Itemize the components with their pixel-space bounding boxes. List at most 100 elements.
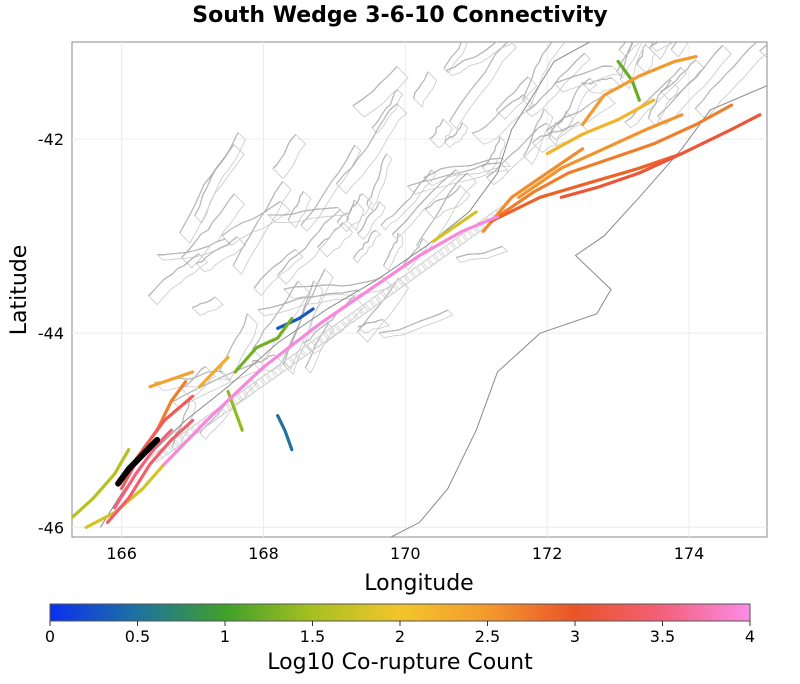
fault-patch xyxy=(353,229,382,264)
fault-trace xyxy=(650,42,660,47)
alpine-patch xyxy=(295,345,312,360)
fault-patch xyxy=(352,65,409,118)
fault-patch xyxy=(171,397,197,454)
fault-patch xyxy=(428,118,453,149)
fault-patch xyxy=(257,289,365,317)
fault-network xyxy=(147,42,767,463)
fault-patch xyxy=(522,42,567,108)
alpine-patch xyxy=(272,361,288,377)
corupture-traces xyxy=(72,54,762,529)
colorbar-ticks: 0 0.5 1 1.5 2 2.5 3 3.5 4 xyxy=(45,621,755,646)
fault-patch xyxy=(194,131,246,224)
x-tick-label: 174 xyxy=(674,544,705,563)
alpine-patch xyxy=(324,324,340,340)
fault-patch xyxy=(272,133,307,179)
fault-patch xyxy=(156,238,231,261)
colorbar-tick-label: 0 xyxy=(45,627,55,646)
alpine-patch xyxy=(232,390,248,406)
fault-patch xyxy=(357,319,390,334)
fault-patch xyxy=(147,253,208,306)
chart-title: South Wedge 3-6-10 Connectivity xyxy=(192,3,607,28)
fault-patch xyxy=(336,193,374,233)
fault-patch xyxy=(221,200,291,246)
fault-patch xyxy=(402,237,429,271)
alpine-patch xyxy=(168,435,185,451)
corupture-trace-fiordland-sw-b xyxy=(84,462,166,529)
alpine-patch xyxy=(278,357,294,373)
alpine-patch xyxy=(249,377,265,393)
alpine-patch xyxy=(335,316,352,332)
fault-patch xyxy=(283,280,324,376)
fault-patch xyxy=(383,232,404,272)
fault-patch xyxy=(181,193,245,269)
fault-patch xyxy=(378,309,454,339)
fault-patch xyxy=(180,366,217,399)
fault-patch xyxy=(485,122,555,186)
colorbar-tick-label: 3.5 xyxy=(650,627,675,646)
fault-patch xyxy=(445,42,514,77)
alpine-patch xyxy=(393,275,410,290)
plot-area xyxy=(71,41,768,538)
fault-patch xyxy=(179,143,245,244)
fault-patch xyxy=(287,190,312,229)
alpine-patch xyxy=(439,242,456,258)
fault-patch xyxy=(616,42,643,79)
corupture-trace-awatere xyxy=(545,98,656,156)
alpine-patch xyxy=(370,291,387,307)
x-tick-label: 168 xyxy=(248,544,279,563)
fault-patch xyxy=(172,361,267,409)
corupture-trace-hope-a xyxy=(495,103,734,219)
alpine-patch xyxy=(318,328,335,344)
corupture-trace-offshore-mid xyxy=(233,317,294,374)
alpine-patch xyxy=(433,246,450,262)
fault-patch xyxy=(525,52,591,118)
alpine-patch xyxy=(428,250,444,266)
alpine-patch xyxy=(358,299,375,315)
fault-patch xyxy=(649,42,672,60)
alpine-patch xyxy=(382,283,398,299)
fault-patch xyxy=(656,44,732,126)
colorbar-tick-label: 1 xyxy=(220,627,230,646)
fault-patch xyxy=(624,66,687,129)
y-tick-label: -46 xyxy=(38,518,64,537)
fault-patch xyxy=(335,103,408,195)
fault-patch xyxy=(267,207,347,223)
fault-patch xyxy=(443,42,468,74)
corupture-trace-hope-b xyxy=(488,152,684,224)
alpine-patch xyxy=(353,303,369,319)
fault-patch xyxy=(391,169,462,240)
colorbar xyxy=(49,603,751,622)
fault-patch xyxy=(619,42,647,90)
fault-patch xyxy=(380,169,437,231)
corupture-trace-hikurangi-link xyxy=(559,113,762,199)
fault-patch xyxy=(523,108,554,165)
fault-patch xyxy=(199,377,257,440)
alpine-patch xyxy=(399,271,415,286)
corupture-trace-wairau xyxy=(580,54,698,127)
corupture-trace-alpine-north xyxy=(481,147,585,233)
corupture-trace-offshore-north xyxy=(276,307,315,330)
fault-patch xyxy=(424,184,471,220)
y-tick-label: -44 xyxy=(38,324,64,343)
alpine-patch xyxy=(301,340,317,356)
fault-patch xyxy=(650,42,675,52)
corupture-trace-puysegur-s xyxy=(432,210,478,243)
x-tick-label: 170 xyxy=(390,544,421,563)
fault-patch xyxy=(251,280,310,361)
fault-patch xyxy=(195,236,247,273)
fault-patch xyxy=(356,200,386,240)
fault-patch xyxy=(346,199,365,232)
alpine-patch xyxy=(451,234,467,249)
y-axis-label: Latitude xyxy=(7,245,32,336)
fault-patch xyxy=(648,79,680,128)
alpine-patch xyxy=(330,320,346,336)
x-tick-label: 166 xyxy=(106,544,137,563)
fault-patch xyxy=(455,245,508,263)
fault-patch xyxy=(694,42,767,120)
colorbar-tick-label: 3 xyxy=(570,627,580,646)
x-axis-ticks: 166 168 170 172 174 xyxy=(106,544,704,563)
fault-patch xyxy=(406,162,509,195)
alpine-patch xyxy=(283,353,300,369)
alpine-patch xyxy=(376,287,392,303)
alpine-patch xyxy=(237,386,254,402)
